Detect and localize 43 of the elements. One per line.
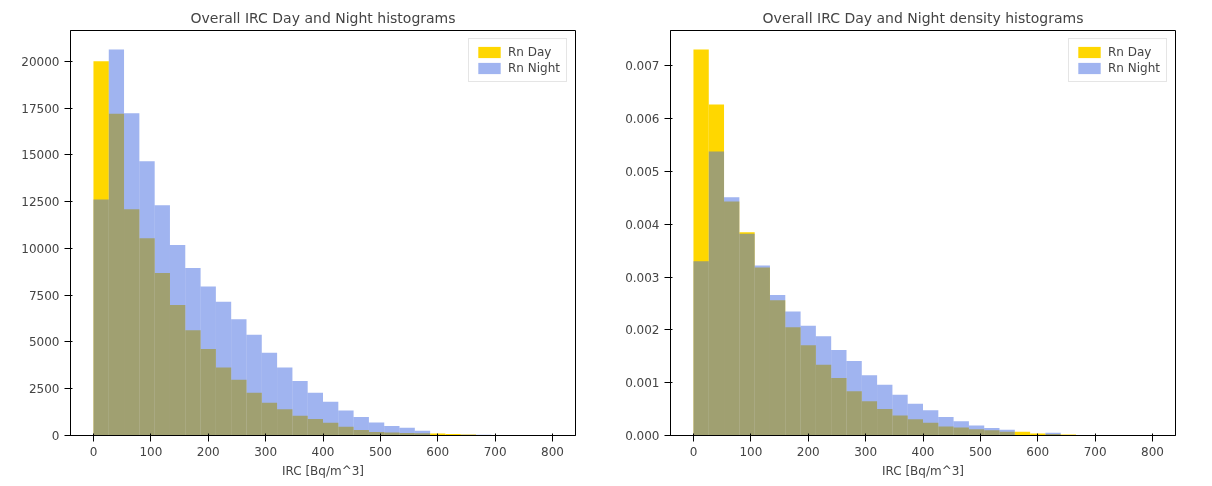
x-axis-title: IRC [Bq/m^3]: [881, 463, 965, 478]
x-axis-title: IRC [Bq/m^3]: [281, 463, 365, 478]
y-tick-label: 10000: [21, 241, 60, 256]
x-tick-label: 400: [311, 444, 335, 459]
x-tick-label: 200: [196, 444, 220, 459]
y-tick-label: 0.002: [625, 323, 660, 338]
y-tick-label: 0.000: [625, 429, 660, 443]
chart-title: Overall IRC Day and Night density histograms: [762, 9, 1084, 26]
legend-label: Rn Night: [508, 61, 560, 75]
x-tick-label: 700: [1083, 444, 1107, 459]
y-tick-label: 12500: [21, 195, 60, 210]
x-tick-label: 200: [796, 444, 820, 459]
y-tick-label: 0.006: [625, 112, 660, 127]
chart-title: Overall IRC Day and Night histograms: [190, 9, 456, 26]
y-tick-label: 0: [51, 429, 60, 443]
x-tick-label: 0: [89, 444, 98, 459]
y-tick-label: 2500: [28, 382, 60, 397]
x-tick-label: 100: [739, 444, 763, 459]
x-tick-label: 100: [139, 444, 163, 459]
y-tick-label: 0.004: [625, 217, 660, 232]
legend-label: Rn Day: [1108, 45, 1152, 59]
x-tick-label: 300: [854, 444, 878, 459]
y-tick-label: 5000: [28, 335, 60, 350]
x-tick-label: 400: [911, 444, 935, 459]
legend-label: Rn Night: [1108, 61, 1160, 75]
legend-label: Rn Day: [508, 45, 552, 59]
y-tick-label: 7500: [28, 288, 60, 303]
x-tick-label: 600: [1026, 444, 1050, 459]
x-tick-label: 800: [1141, 444, 1164, 459]
x-tick-label: 500: [368, 444, 392, 459]
x-tick-label: 500: [968, 444, 992, 459]
y-tick-label: 17500: [21, 101, 60, 116]
x-tick-label: 600: [426, 444, 450, 459]
x-tick-label: 800: [541, 444, 564, 459]
y-tick-label: 20000: [21, 54, 60, 69]
y-tick-label: 15000: [21, 148, 60, 163]
x-tick-label: 300: [254, 444, 278, 459]
y-tick-label: 0.003: [625, 270, 660, 285]
y-tick-label: 0.007: [625, 59, 660, 74]
y-tick-label: 0.001: [625, 376, 660, 391]
x-tick-label: 0: [689, 444, 698, 459]
x-tick-label: 700: [483, 444, 507, 459]
y-tick-label: 0.005: [625, 164, 660, 179]
